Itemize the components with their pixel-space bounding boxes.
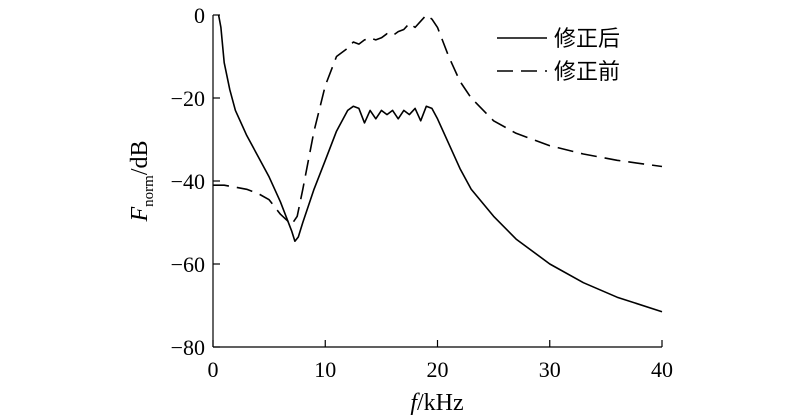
plot-area: 0 10 20 30 40 0 −20 −40 −60 −80 (171, 3, 673, 382)
y-ticks: 0 −20 −40 −60 −80 (171, 3, 220, 360)
legend: 修正后 修正前 (497, 27, 620, 85)
y-axis-symbol: F (127, 207, 153, 223)
x-axis-unit: /kHz (417, 390, 464, 416)
legend-item-0: 修正后 (497, 27, 620, 52)
legend-label-0: 修正后 (554, 27, 620, 52)
x-ticks: 0 10 20 30 40 (208, 340, 673, 382)
y-tick-label-1: −20 (171, 86, 205, 111)
legend-item-1: 修正前 (497, 60, 620, 85)
y-tick-label-0: 0 (194, 3, 205, 28)
series-layer (213, 14, 663, 313)
y-tick-label-3: −60 (171, 252, 205, 277)
x-tick-label-0: 0 (208, 357, 219, 382)
x-axis-title: f/kHz (410, 390, 463, 416)
x-axis-symbol: f (410, 390, 420, 416)
y-tick-label-4: −80 (171, 335, 205, 360)
x-tick-label-1: 10 (314, 357, 336, 382)
y-axis-unit: /dB (127, 140, 153, 175)
y-axis-subscript: norm (141, 175, 157, 207)
x-tick-label-3: 30 (539, 357, 561, 382)
y-axis-title: Fnorm/dB (127, 140, 157, 222)
y-tick-label-2: −40 (171, 169, 205, 194)
legend-label-1: 修正前 (554, 60, 620, 85)
x-tick-label-2: 20 (427, 357, 449, 382)
series-line-0 (217, 14, 663, 313)
x-tick-label-4: 40 (651, 357, 673, 382)
series-line-1 (213, 14, 663, 226)
